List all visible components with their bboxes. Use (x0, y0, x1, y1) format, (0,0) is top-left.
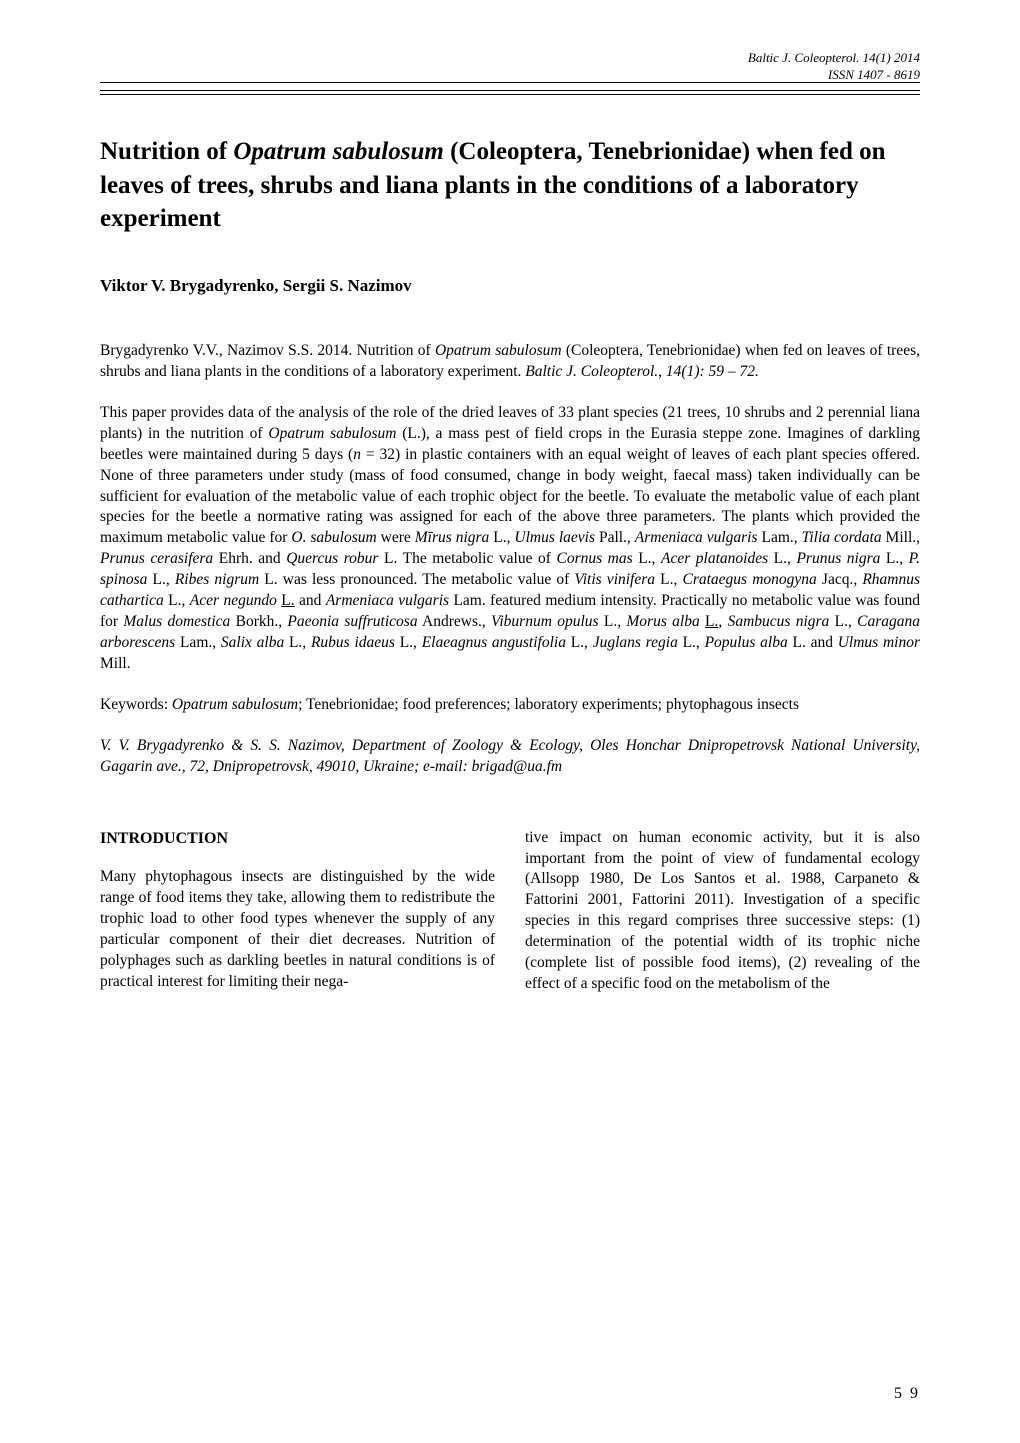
journal-meta-line1: Baltic J. Coleopterol. 14(1) 2014 (100, 50, 920, 67)
author-affiliation: V. V. Brygadyrenko & S. S. Nazimov, Depa… (100, 736, 920, 778)
header-divider (100, 90, 920, 95)
page-container: Baltic J. Coleopterol. 14(1) 2014 ISSN 1… (0, 0, 1020, 1443)
page-number: 5 9 (894, 1385, 920, 1403)
column-right-text: tive impact on human economic activity, … (525, 828, 920, 995)
column-left-text: Many phytophagous insects are distinguis… (100, 867, 495, 993)
journal-meta: Baltic J. Coleopterol. 14(1) 2014 ISSN 1… (100, 50, 920, 84)
citation: Brygadyrenko V.V., Nazimov S.S. 2014. Nu… (100, 341, 920, 383)
column-left: INTRODUCTION Many phytophagous insects a… (100, 828, 495, 995)
body-columns: INTRODUCTION Many phytophagous insects a… (100, 828, 920, 995)
authors: Viktor V. Brygadyrenko, Sergii S. Nazimo… (100, 276, 920, 296)
abstract: This paper provides data of the analysis… (100, 403, 920, 675)
column-right: tive impact on human economic activity, … (525, 828, 920, 995)
section-heading-introduction: INTRODUCTION (100, 828, 495, 850)
keywords: Keywords: Opatrum sabulosum; Tenebrionid… (100, 695, 920, 716)
article-title: Nutrition of Opatrum sabulosum (Coleopte… (100, 135, 920, 236)
